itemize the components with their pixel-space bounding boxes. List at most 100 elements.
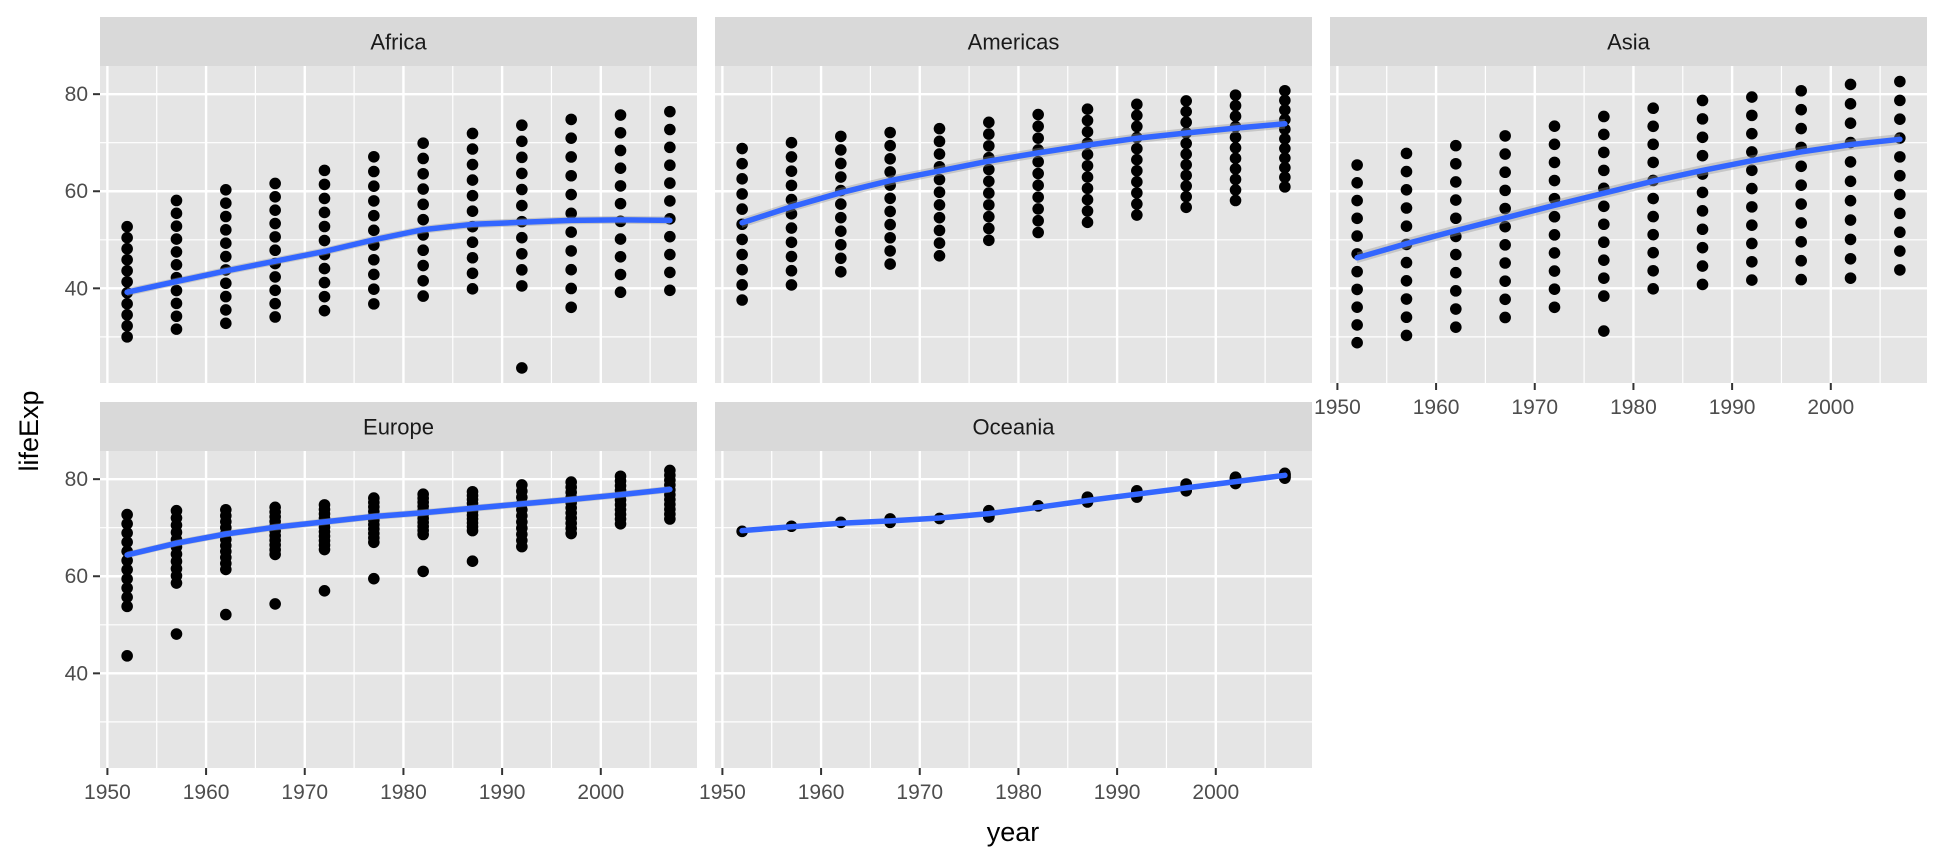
data-point: [1598, 200, 1610, 213]
data-point: [1081, 159, 1094, 172]
data-point: [1647, 264, 1659, 277]
data-point: [1844, 252, 1857, 265]
data-point: [1647, 228, 1659, 241]
data-point: [565, 207, 577, 220]
data-point: [1795, 84, 1807, 97]
data-point: [835, 238, 847, 251]
data-point: [417, 213, 429, 226]
data-point: [1548, 265, 1561, 277]
data-point: [884, 126, 896, 139]
data-point: [220, 210, 232, 223]
data-point: [368, 224, 380, 237]
data-point: [565, 169, 577, 182]
data-point: [1696, 149, 1709, 162]
data-point: [417, 565, 429, 578]
data-point: [1279, 133, 1291, 145]
data-point: [1844, 156, 1857, 168]
data-point: [466, 555, 479, 567]
y-axis-europe: 40 60 80: [65, 468, 100, 685]
data-point: [736, 233, 748, 246]
data-point: [614, 197, 627, 210]
data-point: [417, 290, 429, 302]
data-point: [1450, 321, 1462, 333]
data-point: [785, 151, 798, 163]
data-point: [1180, 190, 1192, 203]
data-point: [516, 362, 528, 374]
data-point: [318, 499, 331, 511]
data-point: [884, 166, 896, 178]
y-axis-africa: 40 60 80: [65, 83, 100, 300]
data-point: [1894, 151, 1906, 163]
x-axis-oceania: 1950 1960 1970 1980 1990 2000: [699, 768, 1239, 804]
data-point: [1032, 120, 1044, 133]
data-point: [1894, 75, 1906, 88]
data-point: [368, 572, 380, 585]
y-tick-label: 60: [65, 565, 88, 588]
data-point: [1081, 182, 1094, 195]
data-point: [1180, 137, 1192, 150]
data-point: [121, 253, 133, 266]
data-point: [983, 187, 995, 199]
data-point: [1229, 110, 1242, 122]
data-point: [614, 250, 627, 263]
data-point: [785, 264, 798, 277]
data-point: [933, 148, 946, 160]
data-point: [121, 517, 133, 530]
data-point: [664, 141, 676, 154]
data-point: [1131, 153, 1143, 166]
data-point: [121, 220, 133, 233]
data-point: [318, 164, 331, 177]
data-point: [1746, 237, 1758, 250]
data-point: [516, 247, 528, 260]
data-point: [1598, 110, 1610, 123]
data-point: [1450, 266, 1462, 279]
data-point: [318, 290, 331, 303]
data-point: [466, 143, 479, 155]
gridlines-asia: [1330, 66, 1927, 383]
data-point: [1032, 179, 1044, 192]
data-point: [1400, 311, 1413, 324]
data-point: [1180, 95, 1192, 107]
data-point: [736, 203, 748, 215]
data-point: [983, 140, 995, 152]
data-point: [835, 211, 847, 224]
data-point: [368, 209, 380, 222]
data-point: [1696, 223, 1709, 236]
data-point: [516, 199, 528, 212]
data-point: [368, 283, 380, 295]
y-axes: 40 60 80 40 60 80: [65, 83, 100, 685]
smooth-line-asia: [1354, 136, 1903, 261]
data-point: [1598, 236, 1610, 249]
data-point: [1032, 203, 1044, 215]
data-point: [516, 280, 528, 292]
data-point: [121, 242, 133, 255]
facet-strip-africa: [100, 17, 697, 66]
data-point: [1081, 126, 1094, 138]
data-point: [1229, 131, 1242, 144]
data-point: [1450, 194, 1462, 206]
data-point: [565, 132, 577, 144]
data-point: [368, 165, 380, 178]
x-axes: 1950 1960 1970 1980 1990 2000 1950 1960 1970 1980…: [84, 383, 1854, 804]
data-point: [269, 311, 281, 323]
data-point: [170, 284, 183, 297]
data-point: [785, 222, 798, 234]
data-point: [614, 144, 627, 157]
y-tick-label: 40: [65, 277, 88, 300]
data-point: [318, 276, 331, 289]
y-tick-label: 60: [65, 180, 88, 203]
data-point: [614, 126, 627, 139]
facet-label-oceania: Oceania: [973, 415, 1056, 440]
data-point: [1548, 120, 1561, 132]
data-point: [884, 153, 896, 165]
data-point: [1279, 104, 1291, 116]
data-point: [1081, 216, 1094, 229]
data-point: [1450, 248, 1462, 261]
data-point: [614, 109, 627, 121]
data-point: [1548, 174, 1561, 187]
data-point: [1548, 283, 1561, 295]
data-point: [269, 217, 281, 230]
data-point: [1696, 241, 1709, 254]
data-point: [170, 258, 183, 271]
